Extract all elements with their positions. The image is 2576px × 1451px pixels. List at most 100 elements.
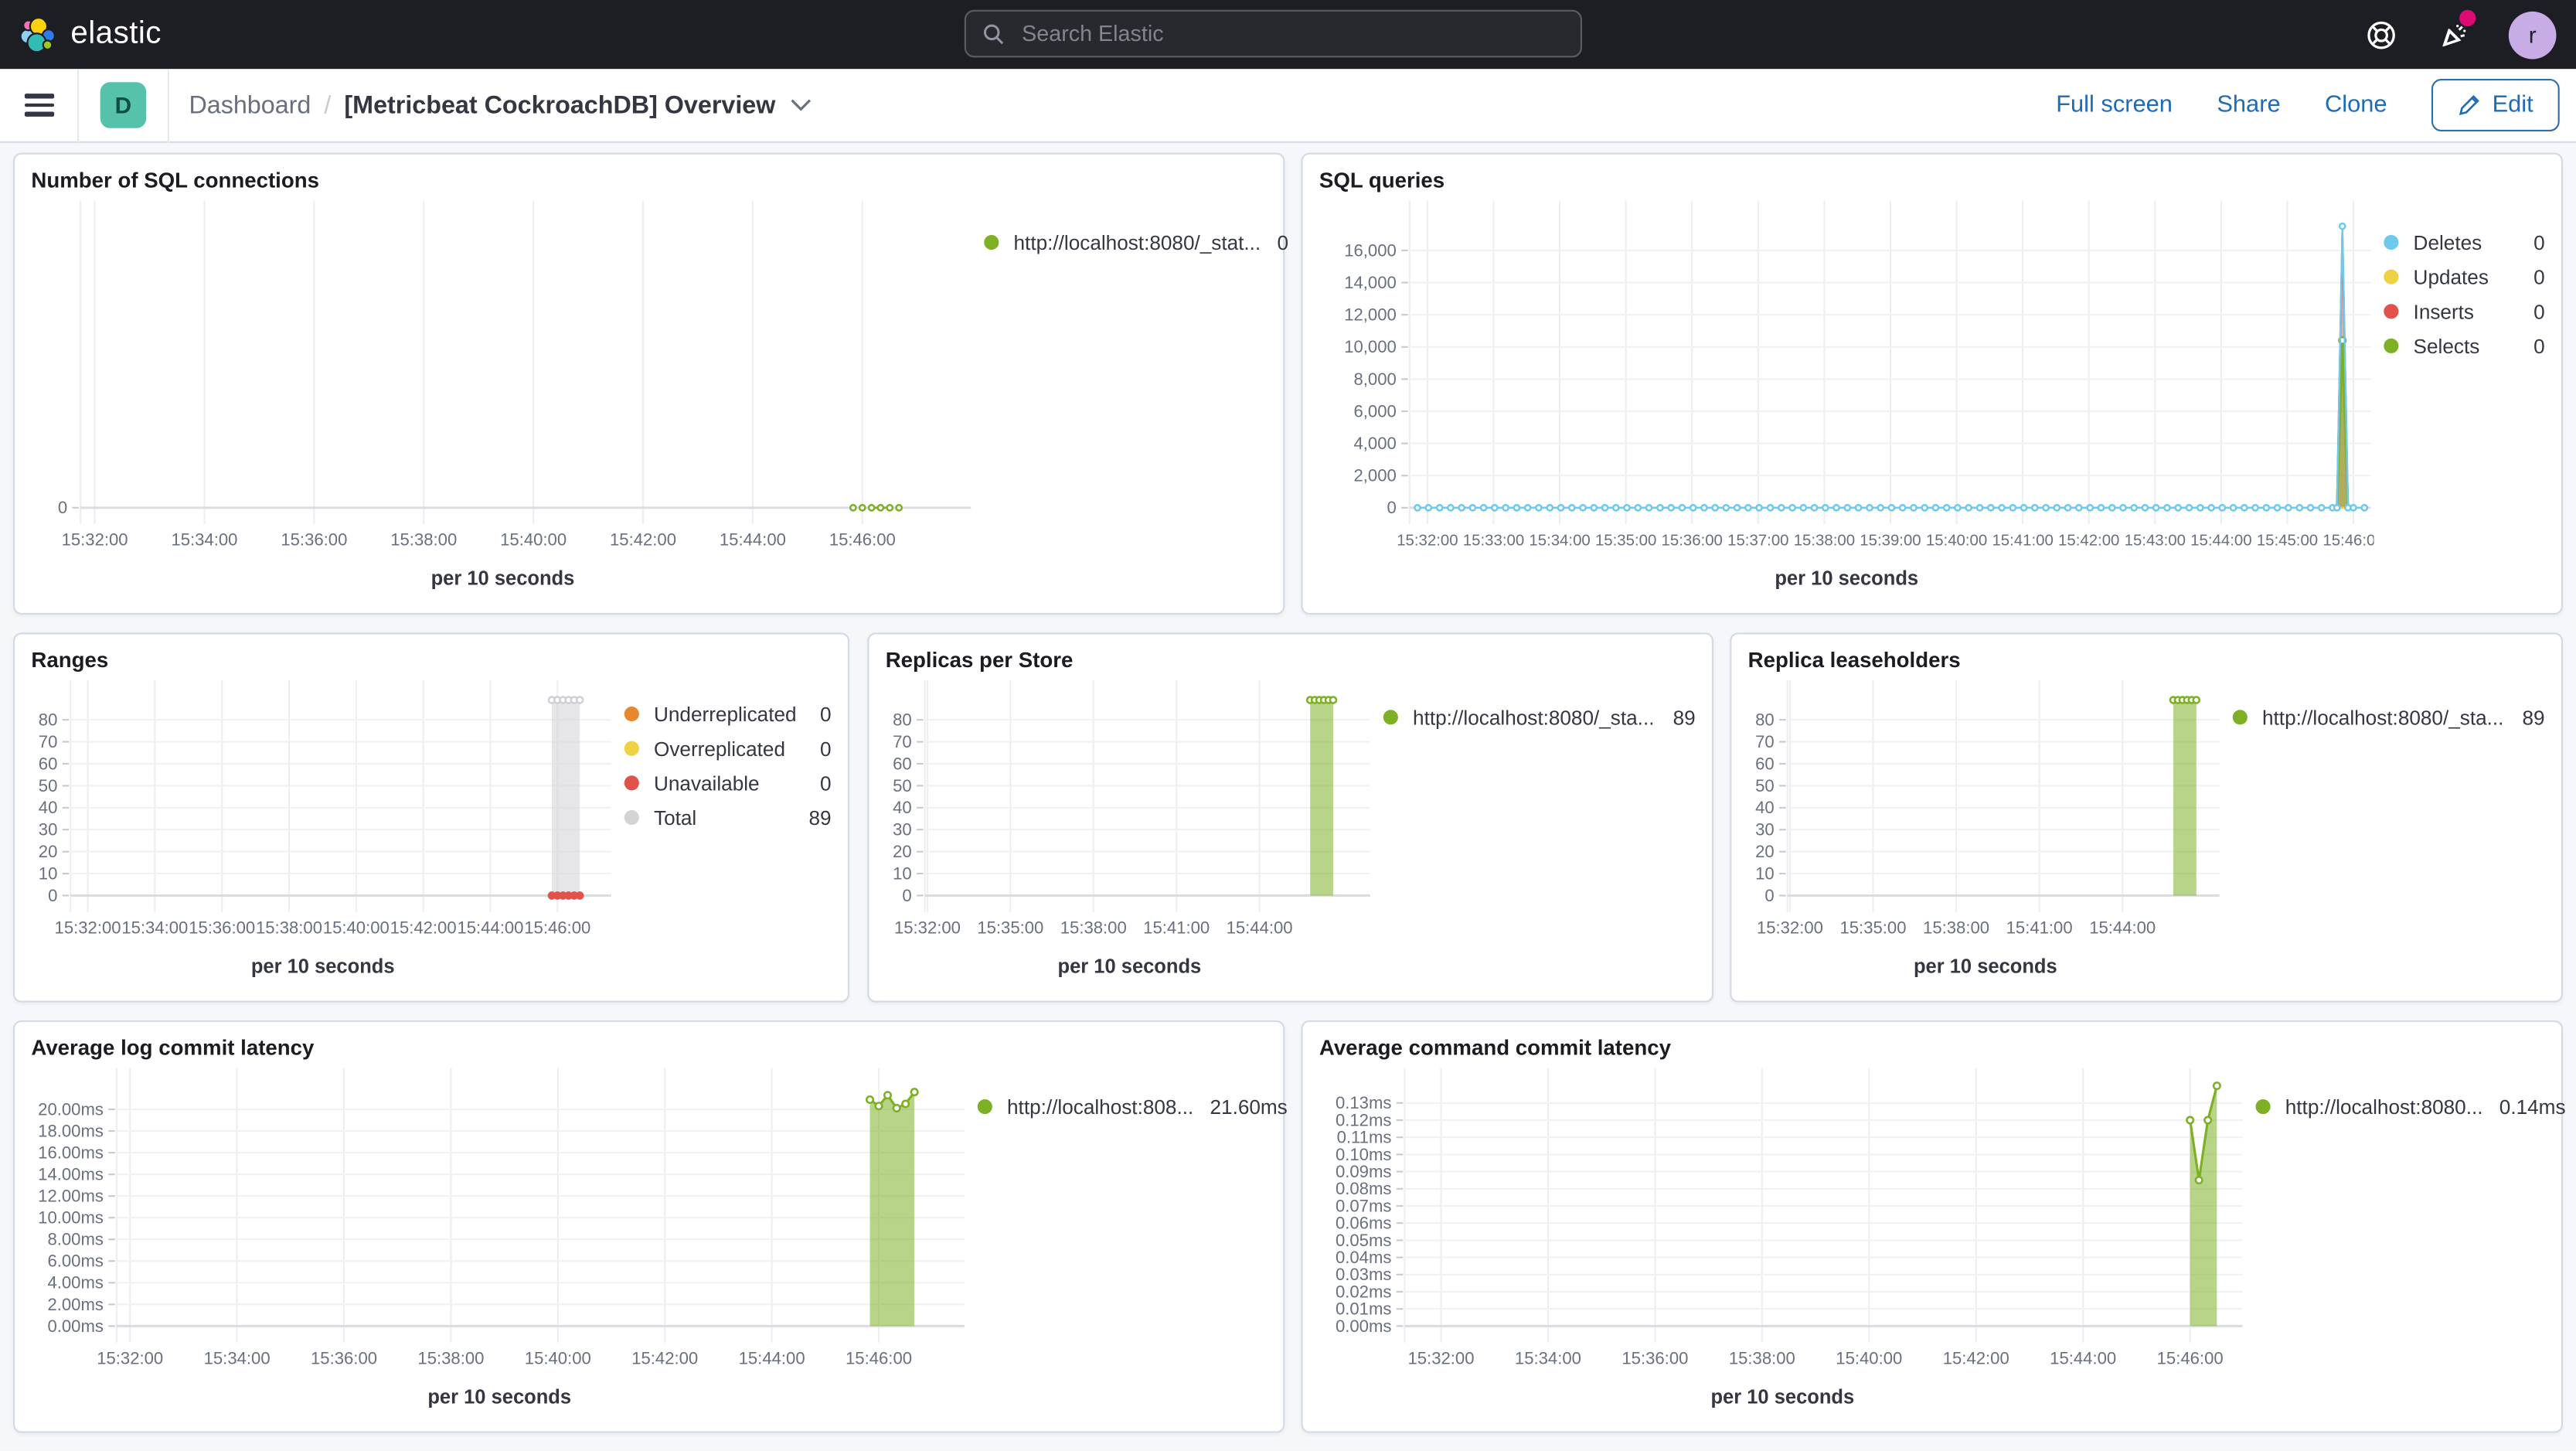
- svg-text:15:41:00: 15:41:00: [2006, 918, 2073, 937]
- panel-average-log-commit-latency: Average log commit latency 0.00ms 2.00ms 4…: [13, 1020, 1288, 1433]
- legend-dot: [984, 234, 999, 250]
- svg-text:30: 30: [39, 820, 58, 840]
- legend-value: 0: [820, 737, 832, 761]
- legend-label: Total: [654, 806, 697, 829]
- chart-plot[interactable]: 0.00ms 0.01ms 0.02ms 0.03ms 0.04ms 0.05ms 0.06…: [1319, 1064, 2246, 1385]
- x-axis-label: per 10 seconds: [430, 567, 575, 591]
- legend-value: 0.14ms: [2499, 1095, 2566, 1119]
- panel-replicas-per-store: Replicas per Store 0 10 20 30 40 50 60 70 80 15:3…: [867, 632, 1714, 1003]
- svg-text:15:38:00: 15:38:00: [1794, 533, 1855, 550]
- pencil-icon: [2459, 95, 2479, 115]
- svg-text:15:41:00: 15:41:00: [1992, 533, 2053, 550]
- chart-legend: Deletes 0 Updates 0 Inserts 0 Selects 0: [2374, 197, 2545, 600]
- help-icon[interactable]: [2364, 18, 2397, 51]
- legend-item[interactable]: Unavailable 0: [624, 766, 832, 801]
- legend-value: 0: [820, 702, 832, 726]
- svg-text:0.00ms: 0.00ms: [1336, 1316, 1391, 1336]
- svg-text:0: 0: [902, 886, 911, 905]
- brand-text: elastic: [70, 16, 162, 51]
- svg-text:0.00ms: 0.00ms: [47, 1316, 103, 1336]
- legend-item[interactable]: Selects 0: [2384, 329, 2545, 363]
- full-screen-link[interactable]: Full screen: [2056, 92, 2173, 119]
- newsfeed-icon[interactable]: [2436, 9, 2476, 51]
- svg-text:16.00ms: 16.00ms: [38, 1143, 104, 1163]
- svg-text:15:34:00: 15:34:00: [121, 918, 188, 937]
- svg-text:15:42:00: 15:42:00: [2058, 533, 2119, 550]
- chart-plot[interactable]: 0 10 20 30 40 50 60 70 80 15:32:00 15:35:00 15:38:0…: [1748, 677, 2223, 955]
- svg-text:15:44:00: 15:44:00: [739, 1348, 805, 1368]
- legend-item[interactable]: http://localhost:8080... 0.14ms: [2255, 1089, 2566, 1124]
- chart-legend: http://localhost:808... 21.60ms: [968, 1064, 1288, 1418]
- legend-label: Selects: [2413, 334, 2480, 358]
- share-link[interactable]: Share: [2217, 92, 2281, 119]
- x-axis-label: per 10 seconds: [1057, 954, 1202, 978]
- legend-dot: [624, 741, 639, 756]
- svg-text:80: 80: [1755, 710, 1775, 730]
- svg-text:8.00ms: 8.00ms: [47, 1230, 103, 1249]
- svg-text:15:42:00: 15:42:00: [390, 918, 457, 937]
- elastic-brand[interactable]: elastic: [19, 15, 162, 53]
- svg-text:15:40:00: 15:40:00: [1926, 533, 1987, 550]
- edit-button[interactable]: Edit: [2431, 79, 2560, 132]
- search-input[interactable]: [1018, 19, 1581, 48]
- svg-text:15:38:00: 15:38:00: [256, 918, 322, 937]
- svg-text:60: 60: [1755, 754, 1775, 773]
- legend-item[interactable]: Updates 0: [2384, 260, 2545, 295]
- legend-value: 89: [2522, 705, 2545, 729]
- svg-text:15:40:00: 15:40:00: [500, 530, 567, 550]
- chart-plot[interactable]: 0 2,000 4,000 6,000 8,000 10,000 12,000 14,000 1…: [1319, 197, 2374, 567]
- legend-item[interactable]: Inserts 0: [2384, 294, 2545, 329]
- legend-dot: [2232, 710, 2248, 725]
- svg-text:15:38:00: 15:38:00: [417, 1348, 484, 1368]
- svg-text:0: 0: [1387, 498, 1396, 517]
- notification-dot: [2459, 9, 2476, 27]
- legend-item[interactable]: http://localhost:8080/_sta... 89: [2232, 700, 2545, 735]
- legend-label: Updates: [2413, 265, 2489, 289]
- chevron-down-icon[interactable]: [791, 99, 812, 112]
- svg-text:50: 50: [1755, 776, 1775, 795]
- x-axis-label: per 10 seconds: [1775, 567, 1919, 591]
- svg-text:15:36:00: 15:36:00: [1662, 533, 1723, 550]
- svg-text:30: 30: [893, 820, 912, 840]
- global-search[interactable]: [964, 9, 1582, 58]
- panel-title: Replica leaseholders: [1747, 647, 1961, 673]
- toolbar-actions: Full screen Share Clone Edit: [2056, 79, 2576, 132]
- svg-text:0: 0: [58, 498, 67, 517]
- legend-item[interactable]: Underreplicated 0: [624, 697, 832, 731]
- svg-text:16,000: 16,000: [1344, 240, 1397, 260]
- divider: [167, 68, 169, 142]
- app-badge[interactable]: D: [100, 82, 147, 128]
- svg-text:14,000: 14,000: [1344, 273, 1397, 292]
- legend-item[interactable]: http://localhost:8080/_stat... 0: [984, 225, 1288, 260]
- svg-text:15:44:00: 15:44:00: [2190, 533, 2251, 550]
- legend-item[interactable]: http://localhost:8080/_sta... 89: [1383, 700, 1696, 735]
- svg-text:50: 50: [39, 776, 58, 795]
- svg-text:15:38:00: 15:38:00: [390, 530, 457, 550]
- svg-text:15:46:00: 15:46:00: [2322, 533, 2374, 550]
- svg-text:0.11ms: 0.11ms: [1337, 1128, 1392, 1147]
- legend-item[interactable]: Deletes 0: [2384, 225, 2545, 260]
- panel-title: Average command commit latency: [1319, 1035, 1671, 1061]
- chart-plot[interactable]: 0.00ms 2.00ms 4.00ms 6.00ms 8.00ms 10.00ms 12.…: [31, 1064, 968, 1385]
- chart-plot[interactable]: 0 15:32:00 15:34:00 15:36:00 15:38:00 15:40:0…: [31, 197, 974, 567]
- breadcrumb-dashboard[interactable]: Dashboard: [189, 90, 311, 120]
- chart-plot[interactable]: 0 10 20 30 40 50 60 70 80 15:32:00 15:34:00 15:36:0…: [31, 677, 614, 955]
- legend-value: 0: [1277, 230, 1289, 254]
- elastic-logo-icon: [19, 15, 58, 53]
- svg-text:6.00ms: 6.00ms: [47, 1252, 103, 1271]
- panel-title: SQL queries: [1319, 167, 1445, 192]
- legend-item[interactable]: Total 89: [624, 800, 832, 835]
- legend-dot: [624, 707, 639, 722]
- svg-text:0: 0: [48, 886, 57, 905]
- page-title[interactable]: [Metricbeat CockroachDB] Overview: [344, 90, 776, 120]
- legend-item[interactable]: http://localhost:808... 21.60ms: [977, 1089, 1288, 1124]
- svg-text:15:38:00: 15:38:00: [1729, 1348, 1795, 1368]
- svg-text:15:36:00: 15:36:00: [1621, 1348, 1688, 1368]
- menu-icon[interactable]: [24, 89, 55, 122]
- legend-item[interactable]: Overreplicated 0: [624, 731, 832, 766]
- chart-plot[interactable]: 0 10 20 30 40 50 60 70 80 15:32:00 15:35:00 15:38:0…: [886, 677, 1373, 955]
- panel-average-command-commit-latency: Average command commit latency 0.00ms 0.0…: [1301, 1020, 2566, 1433]
- user-avatar[interactable]: r: [2508, 10, 2557, 59]
- clone-link[interactable]: Clone: [2325, 92, 2387, 119]
